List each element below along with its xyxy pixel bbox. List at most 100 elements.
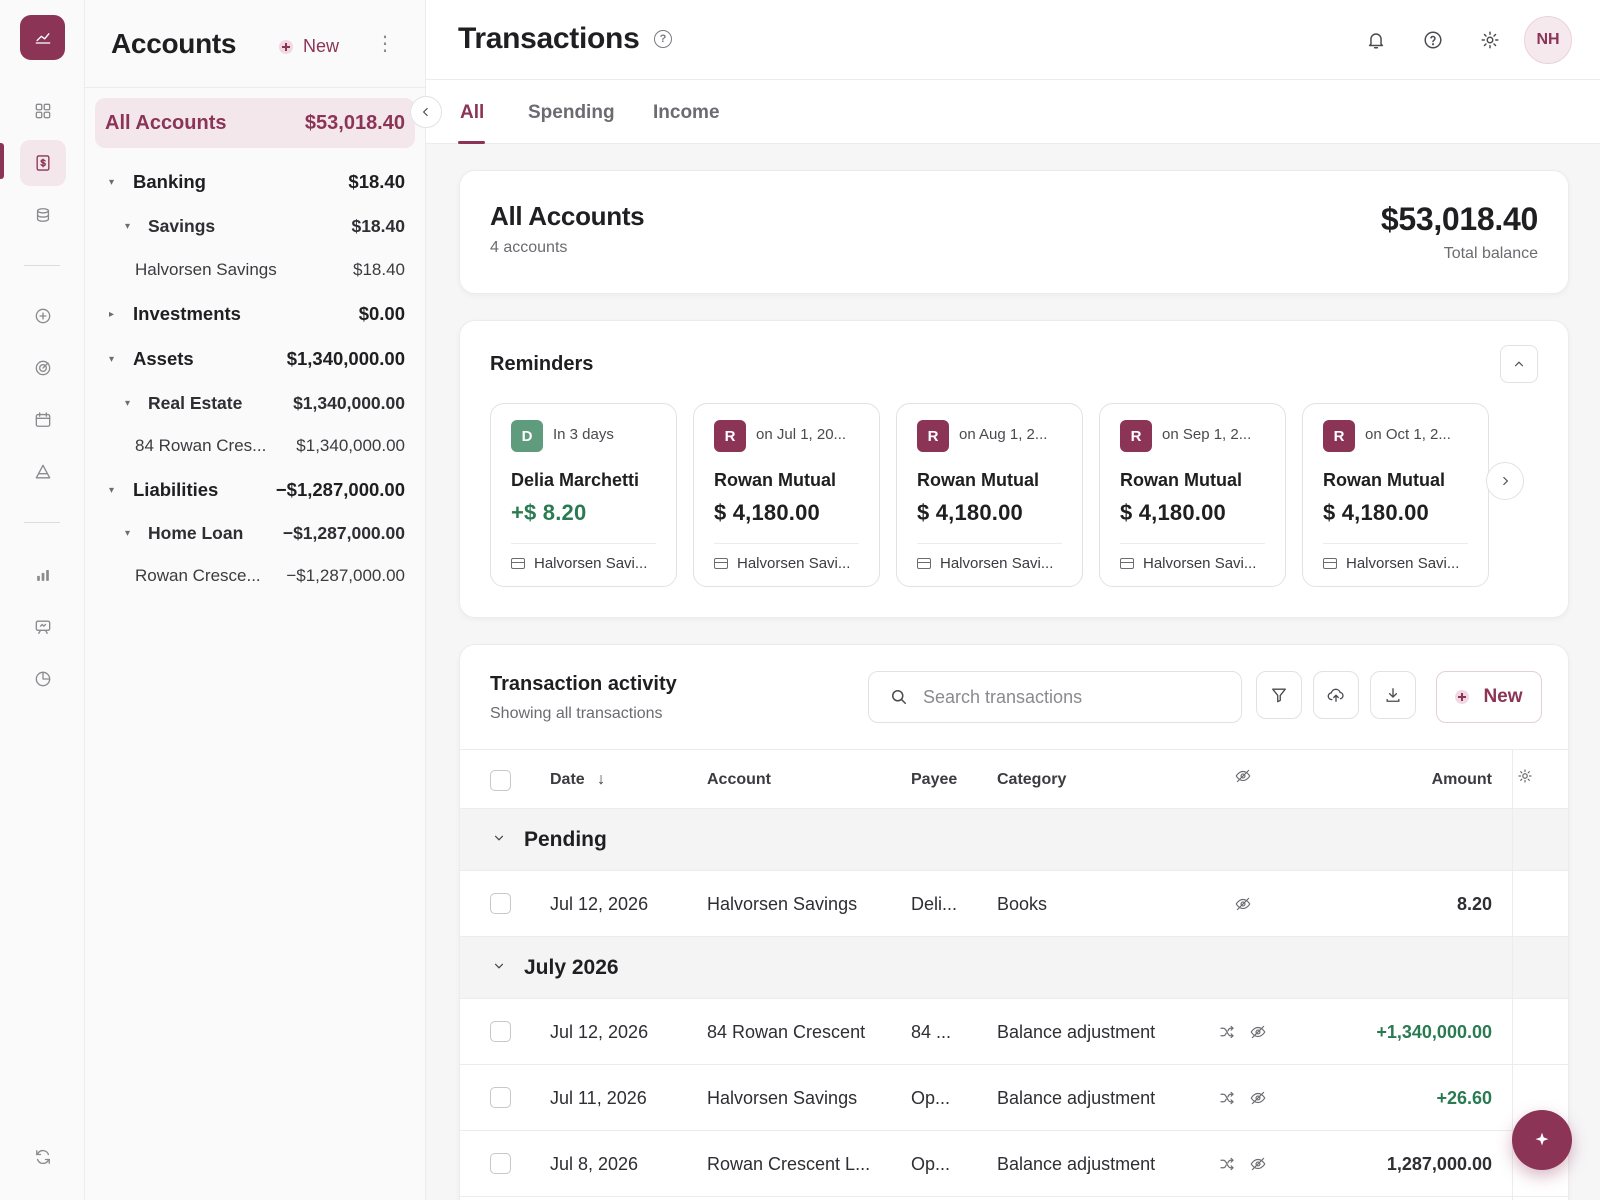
- upload-button[interactable]: [1313, 671, 1359, 719]
- reminder-divider: [511, 543, 656, 544]
- reminders-card: Reminders D In 3 days Delia Marchetti +$ 8.…: [459, 320, 1569, 618]
- settings-gear-icon[interactable]: [1476, 26, 1504, 54]
- column-account[interactable]: Account: [707, 771, 771, 788]
- caret-right-icon[interactable]: ▸: [109, 308, 115, 320]
- calendar-icon[interactable]: [20, 397, 66, 443]
- table-row[interactable]: Jul 11, 2026 Halvorsen Savings Op... Balanc…: [460, 1065, 1568, 1131]
- hidden-eye-icon[interactable]: [1249, 1155, 1267, 1173]
- select-all-checkbox[interactable]: [490, 770, 511, 791]
- reminder-payee: Rowan Mutual: [714, 470, 836, 490]
- account-tree-item[interactable]: ▾ Banking $18.40: [85, 162, 425, 202]
- row-amount: +1,340,000.00: [1376, 1022, 1492, 1042]
- account-tree-amount: $1,340,000.00: [286, 348, 405, 369]
- hidden-eye-icon[interactable]: [1249, 1089, 1267, 1107]
- assistant-sparkle-button[interactable]: [1512, 1110, 1572, 1170]
- account-tree-item[interactable]: ▸ Investments $0.00: [85, 294, 425, 334]
- account-tree-item[interactable]: Halvorsen Savings $18.40: [85, 250, 425, 290]
- caret-down-icon[interactable]: ▾: [125, 527, 131, 539]
- caret-down-icon[interactable]: ▾: [109, 176, 115, 188]
- row-checkbox[interactable]: [490, 893, 511, 914]
- reminder-amount: $ 4,180.00: [714, 500, 820, 525]
- sync-icon[interactable]: [20, 1134, 66, 1180]
- row-checkbox[interactable]: [490, 1153, 511, 1174]
- account-tree-item[interactable]: ▾ Home Loan −$1,287,000.00: [85, 513, 425, 553]
- logo-icon[interactable]: [20, 15, 65, 60]
- bell-icon[interactable]: [1362, 26, 1390, 54]
- row-date: Jul 8, 2026: [550, 1154, 639, 1174]
- forecast-icon[interactable]: [20, 449, 66, 495]
- more-options-icon[interactable]: ⋮: [375, 33, 395, 55]
- hidden-eye-icon[interactable]: [1249, 1023, 1267, 1041]
- group-label: Pending: [524, 827, 607, 851]
- caret-down-icon[interactable]: ▾: [125, 220, 131, 232]
- tab-income[interactable]: Income: [653, 102, 720, 123]
- help-icon[interactable]: [1419, 26, 1447, 54]
- chevron-down-icon[interactable]: [492, 959, 506, 976]
- column-date[interactable]: Date ↓: [550, 771, 605, 789]
- table-row[interactable]: Jul 12, 2026 84 Rowan Crescent 84 ... Balan…: [460, 999, 1568, 1065]
- caret-down-icon[interactable]: ▾: [109, 484, 115, 496]
- group-row[interactable]: July 2026: [460, 937, 1568, 999]
- row-account: Halvorsen Savings: [707, 894, 858, 914]
- chevron-down-icon[interactable]: [492, 831, 506, 848]
- help-circle-icon[interactable]: ?: [654, 30, 672, 48]
- row-payee: Op...: [911, 1154, 951, 1174]
- feedback-icon[interactable]: [20, 604, 66, 650]
- caret-down-icon[interactable]: ▾: [109, 353, 115, 365]
- reminder-account-label: Halvorsen Savi...: [534, 555, 648, 572]
- account-tree-item[interactable]: 84 Rowan Cres... $1,340,000.00: [85, 426, 425, 466]
- row-checkbox[interactable]: [490, 1087, 511, 1108]
- account-tree-item[interactable]: ▾ Savings $18.40: [85, 206, 425, 246]
- row-category[interactable]: Balance adjustment: [997, 1154, 1156, 1174]
- next-reminders-button[interactable]: [1486, 462, 1524, 500]
- user-avatar[interactable]: NH: [1524, 16, 1572, 64]
- collapse-reminders-button[interactable]: [1500, 345, 1538, 383]
- transactions-icon[interactable]: [20, 140, 66, 186]
- analytics-icon[interactable]: [20, 656, 66, 702]
- hidden-eye-icon[interactable]: [1234, 895, 1252, 913]
- column-settings-gear-icon[interactable]: [1516, 767, 1534, 785]
- reminder-card[interactable]: D In 3 days Delia Marchetti +$ 8.20 Halvorse…: [490, 403, 677, 587]
- account-tree-item[interactable]: Rowan Cresce... −$1,287,000.00: [85, 556, 425, 596]
- row-category[interactable]: Books: [997, 894, 1048, 914]
- column-category[interactable]: Category: [997, 771, 1067, 788]
- collapse-panel-button[interactable]: [410, 96, 442, 128]
- tab-all[interactable]: All: [460, 102, 485, 123]
- row-category[interactable]: Balance adjustment: [997, 1022, 1156, 1042]
- dashboard-icon[interactable]: [20, 88, 66, 134]
- transfer-shuffle-icon: [1218, 1023, 1236, 1041]
- reminder-account: Halvorsen Savi...: [1323, 555, 1459, 572]
- group-row[interactable]: Pending: [460, 809, 1568, 871]
- goals-icon[interactable]: [20, 345, 66, 391]
- accounts-icon[interactable]: [20, 192, 66, 238]
- hidden-eye-icon[interactable]: [1234, 767, 1252, 785]
- caret-down-icon[interactable]: ▾: [125, 397, 131, 409]
- table-row[interactable]: Jul 8, 2026 Rowan Crescent L... Op... Balan…: [460, 1131, 1568, 1197]
- new-transaction-button[interactable]: New: [1436, 671, 1542, 723]
- account-tree-item[interactable]: ▾ Assets $1,340,000.00: [85, 339, 425, 379]
- column-payee[interactable]: Payee: [911, 771, 958, 788]
- account-tree-item[interactable]: ▾ Liabilities −$1,287,000.00: [85, 470, 425, 510]
- new-account-button[interactable]: New: [279, 36, 339, 57]
- reminder-divider: [714, 543, 859, 544]
- filter-button[interactable]: [1256, 671, 1302, 719]
- row-checkbox[interactable]: [490, 1021, 511, 1042]
- download-button[interactable]: [1370, 671, 1416, 719]
- table-header: Date ↓ Account Payee Category Amount: [460, 749, 1568, 809]
- tab-spending[interactable]: Spending: [528, 102, 615, 123]
- all-accounts-item[interactable]: All Accounts $53,018.40: [95, 98, 415, 148]
- table-row[interactable]: Jul 12, 2026 Halvorsen Savings Deli... Book…: [460, 871, 1568, 937]
- reminder-amount: $ 4,180.00: [917, 500, 1023, 525]
- row-category[interactable]: Balance adjustment: [997, 1088, 1156, 1108]
- account-tree-item[interactable]: ▾ Real Estate $1,340,000.00: [85, 383, 425, 423]
- account-tree-amount: $1,340,000.00: [296, 436, 405, 455]
- search-input[interactable]: [923, 686, 1213, 708]
- row-account: 84 Rowan Crescent: [707, 1022, 866, 1042]
- add-icon[interactable]: [20, 293, 66, 339]
- column-amount[interactable]: Amount: [1431, 771, 1492, 788]
- reports-icon[interactable]: [20, 552, 66, 598]
